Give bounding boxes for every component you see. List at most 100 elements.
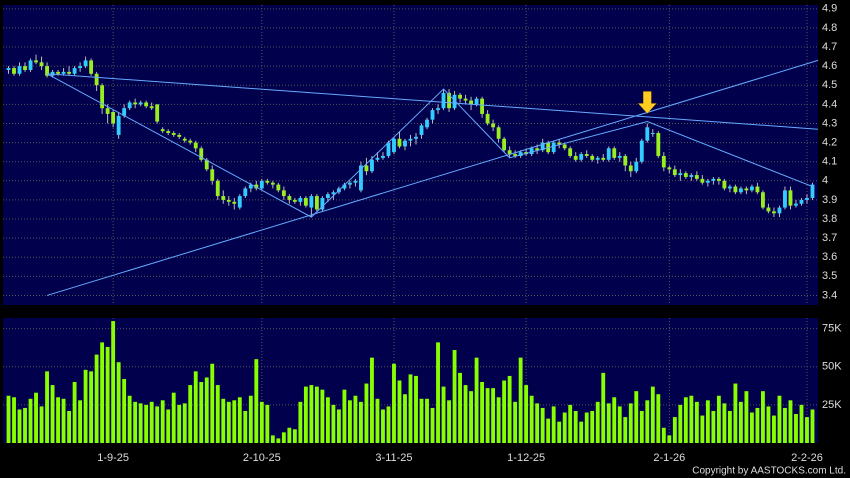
candle-body [254, 184, 259, 189]
candle-body [243, 188, 248, 197]
candle-body [661, 155, 666, 168]
volume-bar [722, 403, 727, 443]
volume-bar [749, 412, 754, 443]
volume-bar [491, 388, 496, 443]
volume-bar [270, 435, 275, 443]
volume-bar [199, 382, 204, 443]
candle-body [359, 165, 363, 191]
candle-body [783, 190, 787, 208]
volume-bar [650, 386, 655, 443]
candle-body [78, 66, 83, 69]
volume-bar [414, 375, 418, 443]
volume-bar [34, 392, 38, 443]
candle-body [562, 144, 567, 149]
y-tick-label: 4.3 [822, 117, 837, 129]
trendline [47, 73, 819, 130]
candle-body [83, 60, 88, 67]
y2-tick-label: 25K [822, 399, 842, 411]
candle-body [89, 60, 94, 74]
candle-body [738, 188, 743, 193]
x-tick-label: 2-10-25 [243, 452, 281, 464]
volume-bar [535, 403, 540, 443]
volume-bar [160, 400, 165, 443]
volume-bar [314, 386, 319, 443]
candle-body [749, 186, 754, 191]
volume-bar [496, 397, 501, 443]
volume-bar [182, 403, 187, 443]
candle-body [408, 138, 413, 141]
volume-bar [628, 403, 633, 443]
volume-bar [716, 395, 721, 443]
candle-body [634, 161, 639, 172]
candle-body [221, 196, 226, 200]
y-tick-label: 4.9 [822, 3, 837, 15]
volume-bar [23, 407, 27, 443]
candle-body [441, 92, 446, 109]
candle-body [805, 197, 809, 200]
volume-bar [325, 397, 330, 443]
volume-bar [210, 363, 215, 443]
candle-body [623, 155, 628, 166]
candle-body [689, 175, 694, 177]
volume-bar [72, 382, 77, 443]
candle-body [529, 148, 534, 155]
volume-bar [623, 417, 628, 443]
candle-body [122, 108, 127, 116]
volume-bar [562, 412, 567, 443]
candle-body [794, 203, 798, 206]
candle-body [414, 136, 418, 139]
volume-bar [772, 415, 776, 443]
candle-body [590, 155, 595, 160]
y-tick-label: 3.5 [822, 270, 837, 282]
volume-bar [166, 409, 171, 443]
y-tick-label: 4.4 [822, 98, 837, 110]
candle-body [579, 154, 584, 160]
volume-bar [105, 346, 110, 443]
candle-body [601, 157, 606, 160]
volume-bar [347, 400, 352, 443]
candle-body [474, 98, 479, 105]
volume-bar [700, 415, 705, 443]
candle-body [347, 182, 352, 185]
volume-bar [171, 392, 176, 443]
candle-body [72, 68, 77, 74]
volume-bar [138, 403, 143, 443]
candle-body [287, 196, 292, 200]
candle-body [166, 131, 171, 134]
volume-bar [430, 407, 435, 443]
candle-body [772, 211, 776, 214]
volume-bar [518, 357, 523, 443]
volume-bar [738, 401, 743, 443]
candle-body [485, 113, 490, 124]
y-tick-label: 4.1 [822, 156, 837, 168]
volume-bar [56, 397, 60, 443]
x-tick-label: 1-12-25 [507, 452, 545, 464]
x-tick-label: 3-11-25 [375, 452, 412, 464]
candle-body [425, 119, 429, 128]
candle-body [430, 110, 435, 120]
candle-body [777, 207, 782, 214]
volume-bar [568, 404, 573, 443]
volume-bar [639, 410, 644, 443]
candle-body [138, 102, 143, 105]
volume-bar [777, 395, 782, 443]
volume-bar [259, 401, 264, 443]
candle-body [397, 138, 402, 147]
candle-body [155, 104, 160, 122]
candle-body [298, 197, 303, 202]
candle-body [39, 62, 44, 67]
candle-body [540, 142, 545, 151]
volume-bar [441, 386, 446, 443]
volume-bar [458, 372, 462, 443]
candle-body [650, 133, 655, 135]
candle-body [67, 71, 72, 74]
volume-bar [254, 359, 259, 443]
volume-bar [727, 410, 732, 443]
candle-body [127, 102, 132, 109]
volume-bar [452, 350, 457, 443]
candle-body [507, 150, 512, 155]
candle-body [617, 155, 622, 158]
candle-body [766, 207, 771, 212]
y-tick-label: 4.2 [822, 136, 837, 148]
